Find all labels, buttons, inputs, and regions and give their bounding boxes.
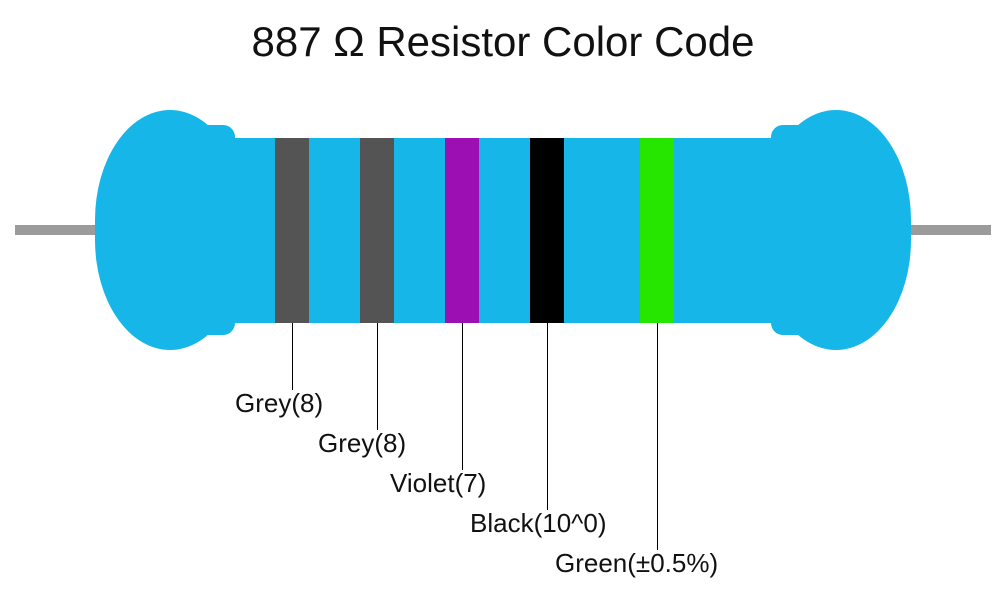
band-5 [640, 138, 674, 323]
band-4 [530, 138, 564, 323]
leader-3 [462, 323, 463, 470]
label-4: Black(10^0) [470, 508, 606, 539]
label-1: Grey(8) [235, 388, 323, 419]
label-2: Grey(8) [318, 428, 406, 459]
label-5: Green(±0.5%) [555, 548, 718, 579]
leader-1 [292, 323, 293, 390]
resistor-diagram: Grey(8) Grey(8) Violet(7) Black(10^0) Gr… [0, 0, 1006, 607]
leader-5 [657, 323, 658, 550]
band-3 [445, 138, 479, 323]
leader-2 [377, 323, 378, 430]
leader-4 [547, 323, 548, 510]
band-1 [275, 138, 309, 323]
label-3: Violet(7) [390, 468, 486, 499]
band-2 [360, 138, 394, 323]
